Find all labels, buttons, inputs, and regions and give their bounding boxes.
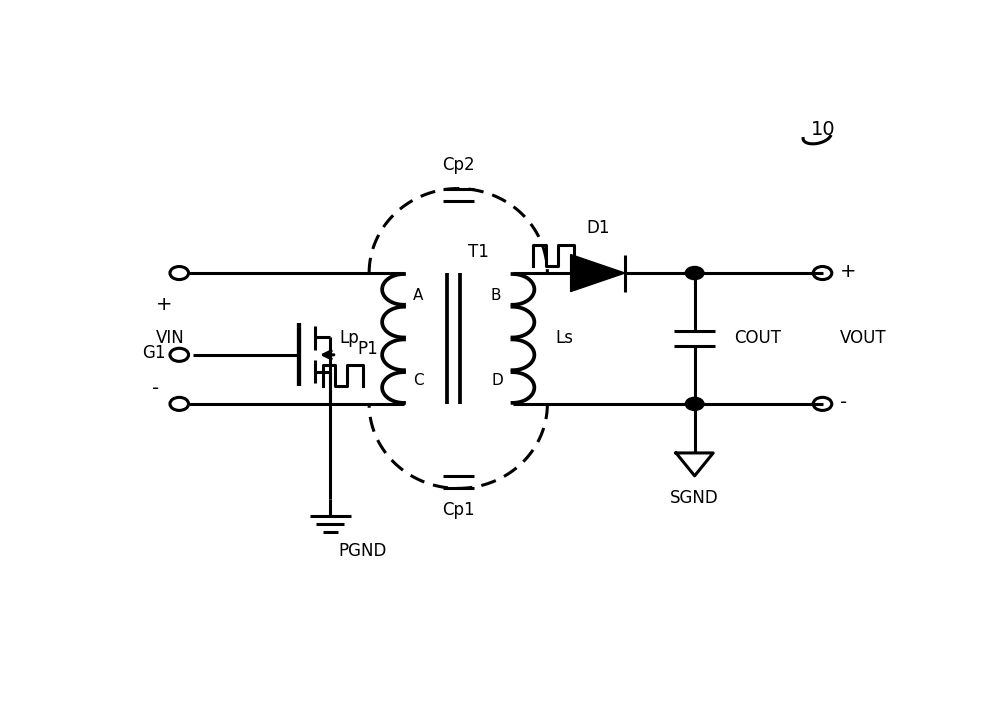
- Text: D: D: [491, 372, 503, 387]
- Text: SGND: SGND: [670, 489, 719, 508]
- Text: Cp1: Cp1: [442, 501, 475, 520]
- Text: -: -: [840, 393, 847, 412]
- Text: B: B: [490, 288, 501, 303]
- Text: -: -: [152, 379, 160, 399]
- Text: Lp: Lp: [339, 329, 359, 348]
- Text: C: C: [413, 372, 424, 387]
- Text: COUT: COUT: [734, 329, 781, 348]
- Text: A: A: [413, 288, 424, 303]
- Text: G1: G1: [142, 344, 165, 362]
- Text: Ls: Ls: [555, 329, 573, 348]
- Text: P1: P1: [358, 341, 378, 358]
- Text: PGND: PGND: [338, 542, 386, 560]
- Text: Cp2: Cp2: [442, 156, 475, 174]
- Text: T1: T1: [468, 243, 488, 261]
- Text: +: +: [156, 295, 172, 314]
- Text: VOUT: VOUT: [840, 329, 886, 348]
- Polygon shape: [571, 254, 625, 292]
- Text: VIN: VIN: [156, 329, 185, 348]
- Circle shape: [685, 397, 704, 411]
- Circle shape: [685, 266, 704, 280]
- Text: 10: 10: [811, 120, 836, 139]
- Text: D1: D1: [586, 219, 610, 237]
- Text: +: +: [840, 262, 856, 281]
